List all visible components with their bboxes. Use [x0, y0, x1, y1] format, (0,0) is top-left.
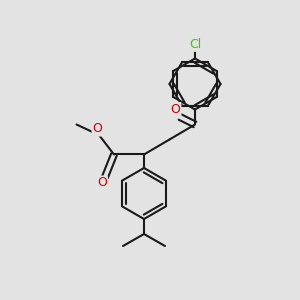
Text: O: O — [93, 122, 102, 136]
Text: O: O — [171, 103, 180, 116]
Text: Cl: Cl — [189, 38, 201, 51]
Text: O: O — [97, 176, 107, 190]
